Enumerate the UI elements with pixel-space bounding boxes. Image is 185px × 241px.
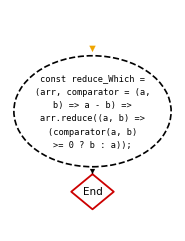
Text: >= 0 ? b : a));: >= 0 ? b : a)); bbox=[53, 141, 132, 150]
Text: const reduce_Which =: const reduce_Which = bbox=[40, 74, 145, 83]
Text: (arr, comparator = (a,: (arr, comparator = (a, bbox=[35, 88, 150, 97]
Text: b) => a - b) =>: b) => a - b) => bbox=[53, 101, 132, 110]
Text: arr.reduce((a, b) =>: arr.reduce((a, b) => bbox=[40, 114, 145, 123]
Polygon shape bbox=[71, 174, 114, 209]
Ellipse shape bbox=[14, 56, 171, 167]
Text: (comparator(a, b): (comparator(a, b) bbox=[48, 128, 137, 137]
Text: End: End bbox=[83, 187, 102, 197]
